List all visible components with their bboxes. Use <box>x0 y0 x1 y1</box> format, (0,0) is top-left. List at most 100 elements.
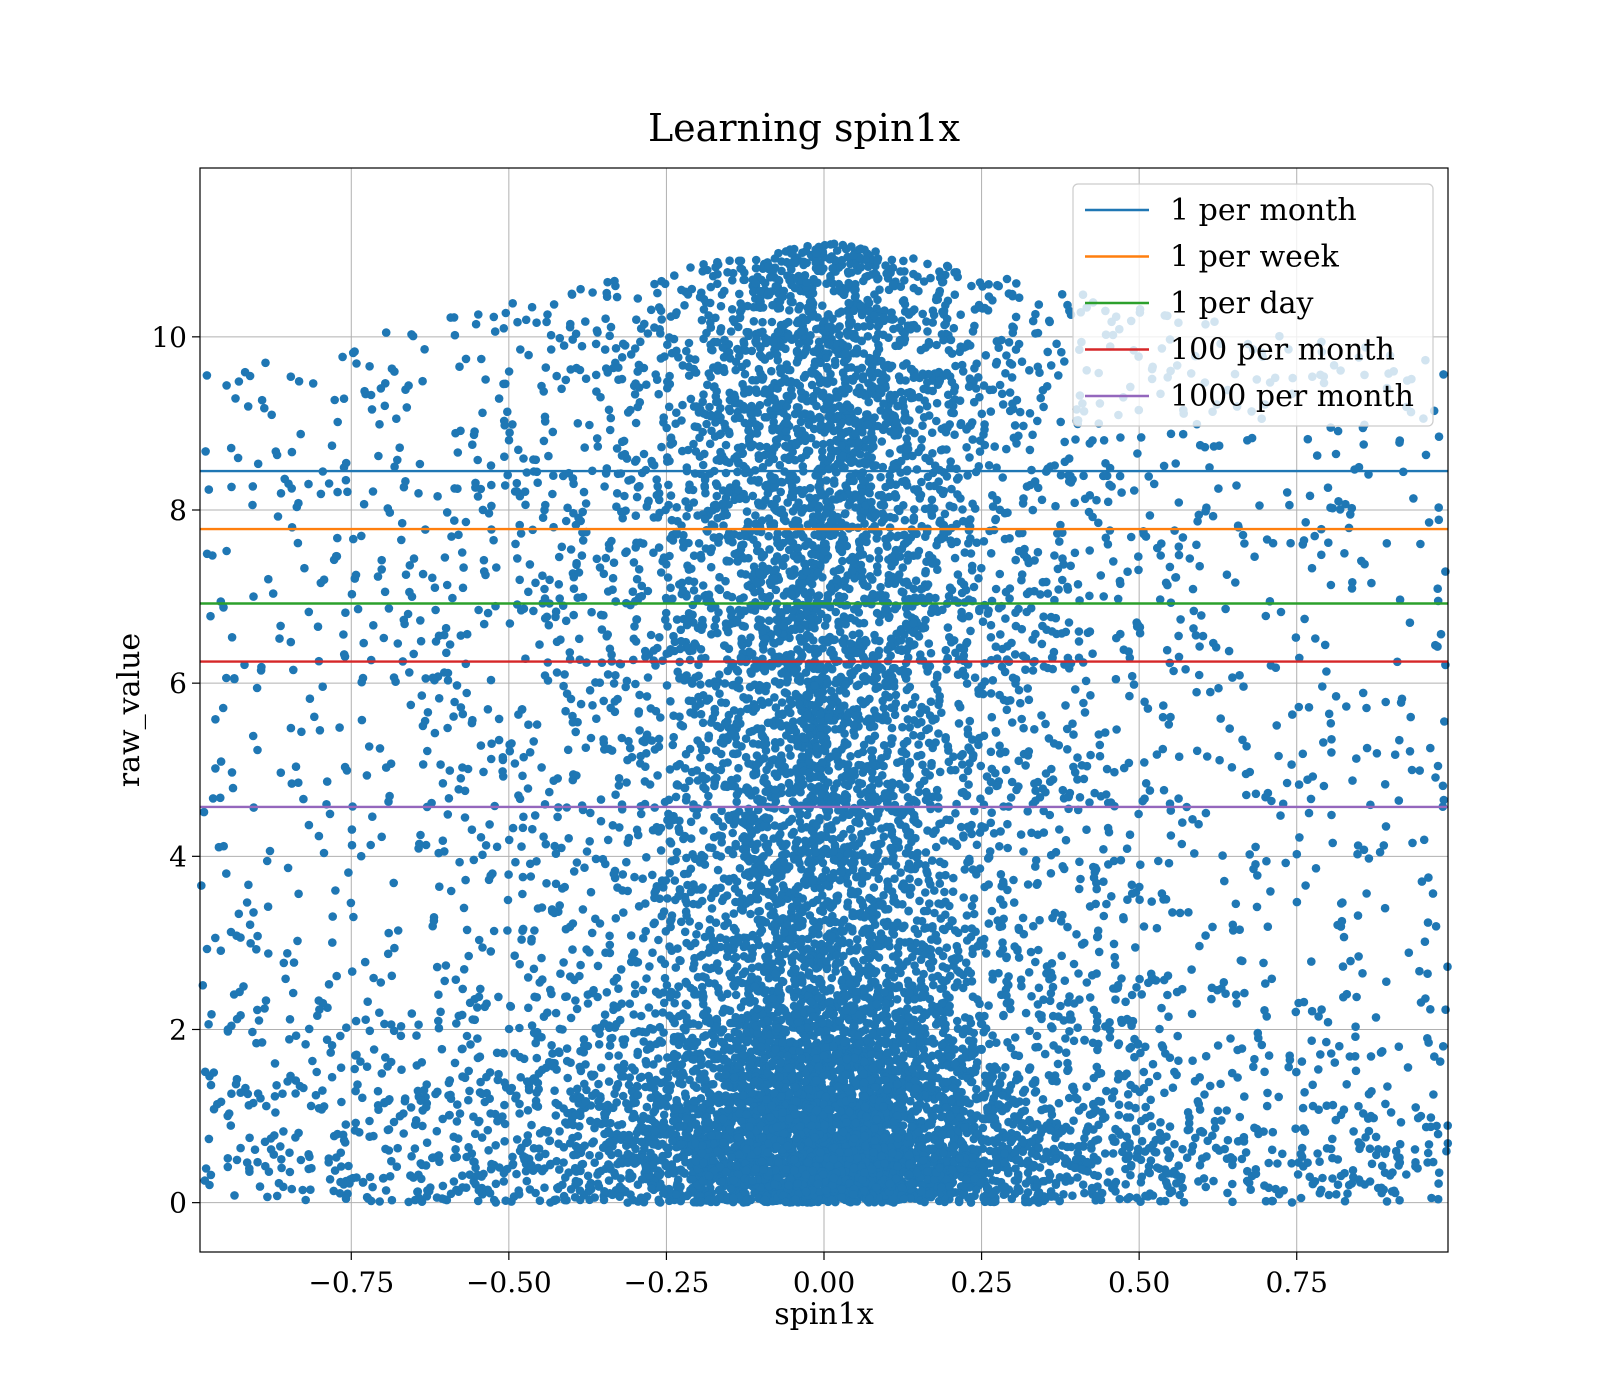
scatter-point <box>928 386 937 396</box>
scatter-point <box>915 405 924 414</box>
scatter-point <box>499 379 508 389</box>
scatter-point <box>483 608 493 618</box>
scatter-point <box>689 1081 699 1090</box>
scatter-point <box>1434 503 1443 512</box>
scatter-point <box>418 569 428 579</box>
scatter-point <box>912 465 922 474</box>
scatter-point <box>975 447 985 456</box>
scatter-point <box>451 1145 460 1154</box>
scatter-point <box>984 1001 993 1010</box>
scatter-point <box>1250 1054 1259 1064</box>
scatter-point <box>402 403 412 412</box>
scatter-point <box>566 1058 575 1067</box>
scatter-point <box>366 655 376 665</box>
scatter-point <box>1137 1136 1147 1146</box>
scatter-point <box>1394 796 1404 805</box>
scatter-point <box>625 743 635 753</box>
scatter-point <box>991 584 1001 594</box>
scatter-point <box>1246 1185 1255 1194</box>
scatter-point <box>450 516 459 525</box>
scatter-point <box>563 745 573 755</box>
scatter-point <box>207 1010 216 1019</box>
scatter-point <box>1092 1062 1102 1072</box>
scatter-point <box>436 760 445 769</box>
scatter-point <box>1074 884 1084 894</box>
scatter-point <box>1201 1182 1211 1192</box>
scatter-point <box>452 1152 462 1162</box>
scatter-point <box>585 420 594 430</box>
scatter-point <box>365 1172 375 1182</box>
scatter-point <box>605 425 615 435</box>
scatter-point <box>524 720 533 729</box>
scatter-point <box>1091 1136 1100 1145</box>
scatter-point <box>642 692 652 701</box>
scatter-point <box>433 492 442 501</box>
scatter-point <box>211 715 220 724</box>
scatter-point <box>525 748 535 757</box>
scatter-point <box>528 824 537 834</box>
scatter-point <box>405 668 414 677</box>
scatter-point <box>1274 751 1283 761</box>
scatter-point <box>818 439 828 449</box>
scatter-point <box>626 931 636 940</box>
scatter-point <box>245 1133 254 1143</box>
scatter-point <box>643 673 653 682</box>
scatter-point <box>368 812 377 821</box>
scatter-point <box>696 709 706 719</box>
scatter-point <box>938 924 948 934</box>
scatter-point <box>359 638 369 648</box>
scatter-point <box>1075 857 1084 867</box>
scatter-point <box>1024 968 1034 977</box>
scatter-point <box>327 1072 337 1082</box>
scatter-point <box>540 584 549 594</box>
scatter-point <box>911 576 921 585</box>
scatter-point <box>1066 561 1075 571</box>
scatter-point <box>660 797 670 807</box>
scatter-point <box>515 959 524 969</box>
scatter-point <box>479 767 488 777</box>
scatter-point <box>1165 1053 1175 1062</box>
scatter-point <box>1039 612 1048 621</box>
scatter-point <box>1416 1111 1426 1121</box>
scatter-point <box>1203 1136 1212 1146</box>
scatter-point <box>531 1188 540 1198</box>
scatter-point <box>540 1183 549 1192</box>
scatter-point <box>448 593 457 603</box>
scatter-point <box>759 833 768 843</box>
scatter-point <box>681 497 690 506</box>
scatter-point <box>648 948 657 957</box>
scatter-point <box>986 747 996 757</box>
scatter-point <box>505 428 514 438</box>
scatter-point <box>614 363 623 372</box>
scatter-point <box>749 317 759 326</box>
scatter-point <box>767 317 777 327</box>
scatter-point <box>449 1132 459 1142</box>
scatter-point <box>921 615 930 625</box>
scatter-point <box>1057 290 1067 299</box>
scatter-point <box>227 1089 236 1098</box>
scatter-point <box>1296 1193 1306 1203</box>
scatter-point <box>705 439 715 449</box>
scatter-point <box>1428 889 1438 898</box>
scatter-point <box>764 531 773 541</box>
scatter-point <box>899 256 908 266</box>
scatter-point <box>1140 758 1149 767</box>
scatter-point <box>1123 1090 1133 1099</box>
scatter-point <box>445 640 455 649</box>
scatter-point <box>1332 1190 1341 1199</box>
scatter-point <box>236 1143 245 1153</box>
scatter-point <box>1170 1139 1179 1149</box>
scatter-point <box>1086 750 1095 760</box>
scatter-point <box>1327 735 1336 744</box>
scatter-point <box>826 686 836 696</box>
scatter-point <box>976 794 985 803</box>
scatter-point <box>412 1031 421 1040</box>
scatter-point <box>304 479 313 489</box>
scatter-point <box>421 674 431 683</box>
scatter-point <box>260 403 269 413</box>
scatter-point <box>249 592 258 601</box>
scatter-point <box>1035 915 1044 925</box>
scatter-point <box>959 893 968 902</box>
scatter-point <box>489 535 498 545</box>
scatter-point <box>481 841 491 850</box>
